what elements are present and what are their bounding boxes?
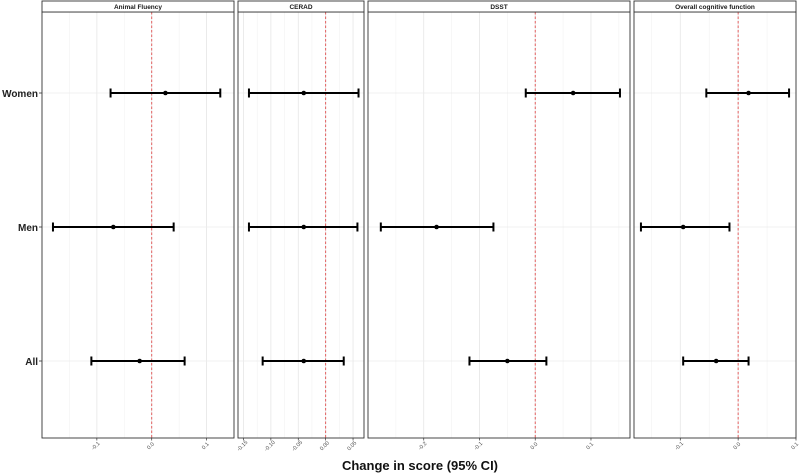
point-estimate-cerad-men bbox=[301, 224, 307, 230]
x-tick-label-cerad: 0.05 bbox=[346, 440, 358, 452]
point-estimate-cerad-women bbox=[301, 90, 307, 96]
y-label-men: Men bbox=[18, 223, 38, 234]
y-label-all: All bbox=[25, 357, 38, 368]
panel-bg-cerad bbox=[238, 12, 364, 438]
x-tick-label-dsst: 0.0 bbox=[530, 441, 540, 451]
x-tick-label-overall-cognitive-function: 0.1 bbox=[790, 441, 800, 451]
x-tick-label-animal-fluency: 0.0 bbox=[146, 441, 156, 451]
point-estimate-overall-cognitive-function-men bbox=[680, 224, 686, 230]
x-tick-label-animal-fluency: -0.1 bbox=[91, 441, 102, 452]
strip-title-cerad: CERAD bbox=[289, 4, 312, 11]
x-tick-label-animal-fluency: 0.1 bbox=[201, 441, 211, 451]
point-estimate-overall-cognitive-function-women bbox=[746, 90, 751, 96]
x-tick-label-cerad: -0.05 bbox=[291, 440, 304, 453]
x-tick-label-overall-cognitive-function: 0.0 bbox=[733, 441, 743, 451]
x-tick-label-dsst: -0.2 bbox=[418, 441, 429, 452]
point-estimate-animal-fluency-men bbox=[111, 224, 116, 230]
x-tick-label-cerad: -0.15 bbox=[236, 440, 249, 453]
panel-bg-overall-cognitive-function bbox=[634, 12, 796, 438]
y-label-women: Women bbox=[2, 89, 38, 100]
panel-bg-animal-fluency bbox=[42, 12, 234, 438]
point-estimate-dsst-all bbox=[505, 358, 510, 364]
point-estimate-animal-fluency-women bbox=[163, 90, 168, 96]
panel-bg-dsst bbox=[368, 12, 630, 438]
strip-cerad bbox=[237, 0, 365, 13]
strip-title-overall-cognitive-function: Overall cognitive function bbox=[675, 4, 755, 11]
strip-title-animal-fluency: Animal Fluency bbox=[114, 4, 162, 11]
x-tick-label-overall-cognitive-function: -0.1 bbox=[674, 441, 685, 452]
strip-animal-fluency bbox=[41, 0, 235, 13]
x-tick-label-cerad: -0.10 bbox=[264, 440, 277, 453]
point-estimate-dsst-women bbox=[570, 90, 576, 96]
x-axis-title: Change in score (95% CI) bbox=[342, 458, 498, 473]
point-estimate-overall-cognitive-function-all bbox=[713, 358, 719, 364]
point-estimate-dsst-men bbox=[434, 224, 439, 230]
x-tick-label-dsst: 0.1 bbox=[585, 441, 595, 451]
x-tick-label-cerad: 0.00 bbox=[319, 440, 331, 452]
strip-overall-cognitive-function bbox=[633, 0, 797, 13]
strip-title-dsst: DSST bbox=[490, 4, 507, 11]
point-estimate-animal-fluency-all bbox=[137, 358, 142, 364]
x-tick-label-dsst: -0.1 bbox=[473, 441, 484, 452]
point-estimate-cerad-all bbox=[301, 358, 307, 364]
strip-dsst bbox=[367, 0, 631, 13]
